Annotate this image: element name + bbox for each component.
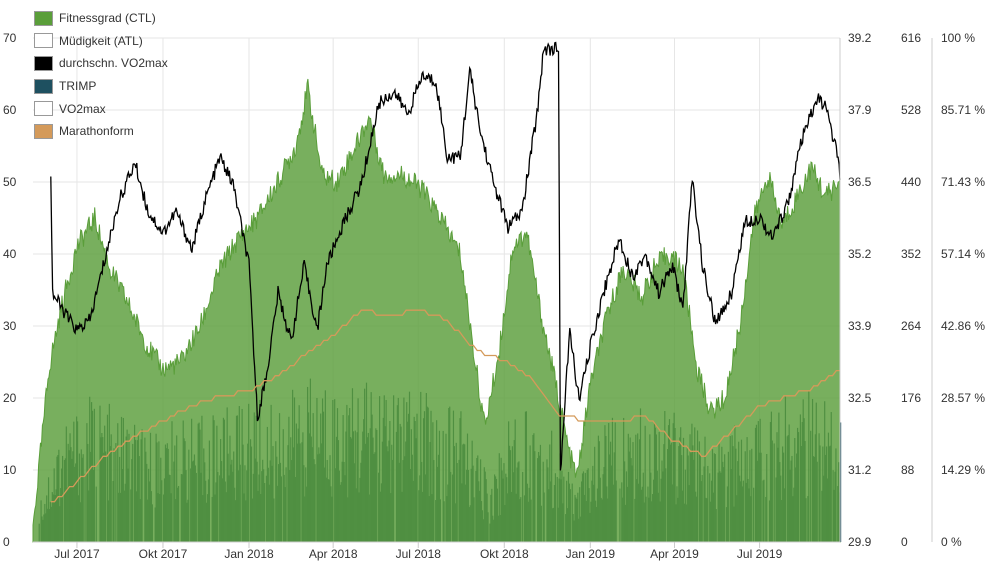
y-tick-label-trimp: 88: [901, 463, 915, 477]
y-tick-label-vo2max: 37.9: [848, 103, 872, 117]
trimp-bar: [840, 422, 842, 542]
ctl-area: [32, 78, 841, 543]
legend-swatch: [34, 101, 53, 117]
legend-item[interactable]: durchschn. VO2max: [34, 52, 168, 75]
y-tick-label-trimp: 616: [901, 31, 921, 45]
legend-label: Fitnessgrad (CTL): [59, 11, 156, 26]
legend-item[interactable]: VO2max: [34, 97, 168, 120]
x-tick-label: Jan 2018: [224, 547, 274, 561]
y-tick-label-marathon: 57.14 %: [941, 247, 985, 261]
y-tick-label-marathon: 85.71 %: [941, 103, 985, 117]
y-tick-label-left: 40: [3, 247, 17, 261]
y-tick-label-left: 20: [3, 391, 17, 405]
x-tick-label: Jul 2019: [737, 547, 783, 561]
y-tick-label-trimp: 528: [901, 103, 921, 117]
y-tick-label-marathon: 42.86 %: [941, 319, 985, 333]
y-tick-label-left: 10: [3, 463, 17, 477]
legend: Fitnessgrad (CTL) Müdigkeit (ATL) durchsch…: [34, 7, 168, 143]
vo2max-line: [50, 41, 841, 471]
y-tick-label-left: 60: [3, 103, 17, 117]
y-tick-label-trimp: 0: [901, 535, 908, 549]
y-tick-label-left: 50: [3, 175, 17, 189]
y-tick-label-vo2max: 35.2: [848, 247, 872, 261]
y-tick-label-marathon: 14.29 %: [941, 463, 985, 477]
legend-swatch: [34, 123, 53, 139]
y-tick-label-vo2max: 39.2: [848, 31, 872, 45]
legend-item[interactable]: Marathonform: [34, 120, 168, 143]
x-tick-label: Apr 2019: [650, 547, 699, 561]
legend-swatch: [34, 55, 53, 71]
legend-item[interactable]: Fitnessgrad (CTL): [34, 7, 168, 30]
legend-swatch: [34, 10, 53, 26]
y-tick-label-marathon: 100 %: [941, 31, 975, 45]
x-tick-label: Jan 2019: [566, 547, 616, 561]
chart-lines: [50, 41, 841, 503]
legend-label: Marathonform: [59, 124, 134, 139]
ctl-area-path: [32, 78, 841, 543]
y-tick-label-vo2max: 36.5: [848, 175, 872, 189]
marathonform-line: [50, 309, 840, 503]
y-tick-label-vo2max: 32.5: [848, 391, 872, 405]
y-tick-label-trimp: 264: [901, 319, 921, 333]
legend-label: Müdigkeit (ATL): [59, 33, 143, 48]
x-tick-label: Apr 2018: [309, 547, 358, 561]
x-tick-label: Jul 2017: [54, 547, 100, 561]
y-tick-label-trimp: 176: [901, 391, 921, 405]
y-tick-label-marathon: 28.57 %: [941, 391, 985, 405]
legend-label: TRIMP: [59, 79, 97, 94]
legend-item[interactable]: Müdigkeit (ATL): [34, 30, 168, 53]
y-tick-label-left: 70: [3, 31, 17, 45]
axes: 0 10 20 30 40 50 60 70 29.9 31.2 32.5 33.9 35.2 36.5 3…: [3, 31, 985, 561]
y-tick-label-trimp: 440: [901, 175, 921, 189]
x-tick-label: Okt 2017: [139, 547, 188, 561]
y-tick-label-marathon: 71.43 %: [941, 175, 985, 189]
y-tick-label-left: 30: [3, 319, 17, 333]
legend-swatch: [34, 78, 53, 94]
y-tick-label-vo2max: 29.9: [848, 535, 872, 549]
legend-item[interactable]: TRIMP: [34, 75, 168, 98]
x-tick-label: Jul 2018: [396, 547, 442, 561]
legend-swatch: [34, 33, 53, 49]
legend-label: durchschn. VO2max: [59, 56, 168, 71]
y-tick-label-left: 0: [3, 535, 10, 549]
y-tick-label-trimp: 352: [901, 247, 921, 261]
y-tick-label-vo2max: 31.2: [848, 463, 872, 477]
legend-label: VO2max: [59, 101, 106, 116]
y-tick-label-marathon: 0 %: [941, 535, 962, 549]
y-tick-label-vo2max: 33.9: [848, 319, 872, 333]
x-tick-label: Okt 2018: [480, 547, 529, 561]
